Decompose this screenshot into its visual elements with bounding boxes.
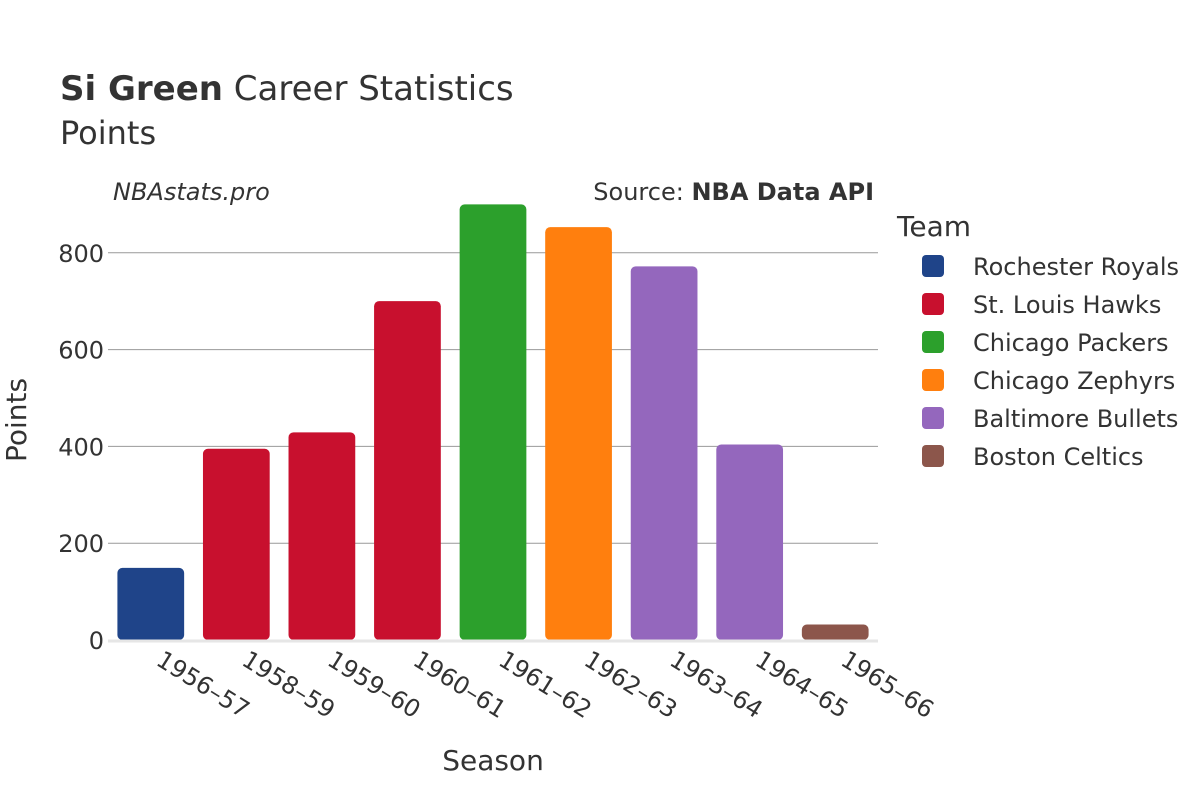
y-tick-label: 0 xyxy=(89,627,104,655)
legend-label: Chicago Zephyrs xyxy=(973,367,1175,395)
x-tick-label: 1963–64 xyxy=(665,645,768,724)
x-tick-label: 1956–57 xyxy=(152,645,255,724)
y-axis-title: Points xyxy=(0,378,33,462)
y-tick-label: 600 xyxy=(58,337,104,365)
x-tick-label: 1962–63 xyxy=(579,645,682,724)
title-rest: Career Statistics xyxy=(234,69,514,109)
y-tick-label: 400 xyxy=(58,433,104,461)
x-tick-label: 1964–65 xyxy=(750,645,853,724)
bar xyxy=(545,227,612,641)
legend-swatch xyxy=(922,369,944,391)
legend-label: Chicago Packers xyxy=(973,329,1169,357)
bar xyxy=(630,266,698,640)
legend-label: Baltimore Bullets xyxy=(973,405,1178,433)
legend-swatch xyxy=(922,407,944,429)
chart-title: Si Green Career Statistics xyxy=(60,69,514,109)
x-axis-title: Season xyxy=(442,744,544,777)
x-tick-label: 1959–60 xyxy=(323,645,426,724)
bar xyxy=(459,204,527,641)
bar xyxy=(716,444,784,640)
legend-label: Boston Celtics xyxy=(973,443,1144,471)
x-tick-label: 1958–59 xyxy=(237,645,340,724)
legend-swatch xyxy=(922,445,944,467)
source-name: NBA Data API xyxy=(691,178,874,206)
legend-label: St. Louis Hawks xyxy=(973,291,1161,319)
x-tick-label: 1965–66 xyxy=(836,645,939,724)
y-tick-label: 200 xyxy=(58,530,104,558)
watermark: NBAstats.pro xyxy=(113,178,270,206)
chart-subtitle: Points xyxy=(60,114,156,152)
legend-title: Team xyxy=(896,210,971,243)
bar xyxy=(117,567,185,640)
legend-swatch xyxy=(922,293,944,315)
x-tick-label: 1960–61 xyxy=(408,645,511,724)
bar xyxy=(288,432,356,640)
title-player: Si Green xyxy=(60,69,223,109)
x-tick-label: 1961–62 xyxy=(494,645,597,724)
bar xyxy=(801,624,869,640)
y-tick-labels: 0 200 400 600 800 xyxy=(58,240,104,655)
bar xyxy=(202,448,270,640)
legend-swatch xyxy=(922,255,944,277)
bar xyxy=(374,301,441,640)
source-credit: Source: NBA Data API xyxy=(593,178,874,206)
y-tick-label: 800 xyxy=(58,240,104,268)
legend-label: Rochester Royals xyxy=(973,253,1179,281)
source-prefix: Source: xyxy=(593,178,691,206)
bars xyxy=(117,204,869,641)
legend-swatch xyxy=(922,331,944,353)
legend: Rochester Royals St. Louis Hawks Chicago P… xyxy=(922,253,1179,471)
x-tick-labels: 1956–571958–591959–601960–611961–621962–… xyxy=(152,645,939,724)
